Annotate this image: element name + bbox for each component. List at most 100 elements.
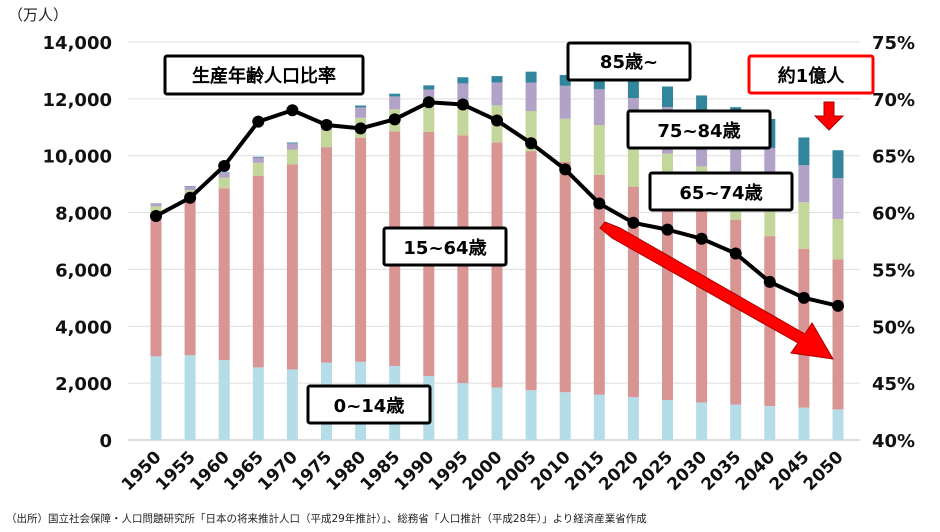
label-75: 75~84歳 [628, 111, 770, 148]
ratio-point [832, 300, 844, 312]
x-tick-label: 2050 [800, 447, 848, 495]
y2-tick-label: 65% [872, 147, 915, 168]
bar-segment [526, 72, 537, 83]
svg-text:65~74歳: 65~74歳 [679, 183, 762, 204]
y2-tick-label: 45% [872, 374, 915, 395]
bar-segment [730, 405, 741, 440]
bar-segment [287, 164, 298, 369]
bar-segment [185, 200, 196, 356]
bar-segment [423, 85, 434, 89]
label-85: 85歳~ [568, 43, 690, 80]
bar-segment [457, 383, 468, 440]
ratio-point [252, 116, 264, 128]
ratio-point [696, 233, 708, 245]
ratio-point [559, 163, 571, 175]
y2-tick-label: 55% [872, 260, 915, 281]
ratio-point [491, 114, 503, 126]
bar-segment [253, 163, 264, 176]
ratio-point [457, 99, 469, 111]
ratio-point [525, 137, 537, 149]
bar-segment [219, 360, 230, 440]
y-tick-label: 4,000 [55, 317, 112, 338]
source-note: （出所）国立社会保障・人口問題研究所「日本の将来推計人口（平成29年推計）」、総… [6, 512, 647, 525]
y-tick-label: 10,000 [43, 147, 112, 168]
down-arrow-icon [815, 102, 843, 130]
ratio-point [286, 104, 298, 116]
bar-segment [355, 138, 366, 362]
ratio-point [627, 217, 639, 229]
bar-segment [457, 77, 468, 83]
bar-segment [253, 157, 264, 158]
bar-segment [492, 76, 503, 82]
label-total: 約1億人 [749, 56, 873, 93]
bar-segment [526, 390, 537, 440]
ratio-point [730, 248, 742, 260]
y2-tick-label: 60% [872, 204, 915, 225]
bar-segment [321, 147, 332, 363]
bar-segment [185, 186, 196, 190]
label-ratio: 生産年齢人口比率 [165, 56, 363, 94]
bar-segment [628, 397, 639, 440]
bar-segment [833, 409, 844, 440]
bar-segment [287, 143, 298, 149]
ratio-point [764, 276, 776, 288]
bar-segment [355, 106, 366, 108]
ratio-point [593, 197, 605, 209]
bar-segment [560, 162, 571, 392]
bar-segment [560, 392, 571, 440]
ratio-point [798, 292, 810, 304]
bar-segment [389, 96, 400, 109]
svg-text:0~14歳: 0~14歳 [334, 396, 405, 417]
bar-segment [526, 151, 537, 390]
bar-segment [151, 215, 162, 356]
y-tick-label: 8,000 [55, 204, 112, 225]
ratio-point [423, 96, 435, 108]
bar-segment [423, 107, 434, 132]
bar-segment [492, 387, 503, 440]
bar-segment [798, 137, 809, 165]
bar-segment [219, 172, 230, 173]
label-0: 0~14歳 [308, 386, 430, 423]
bar-segment [355, 107, 366, 117]
y2-tick-label: 50% [872, 317, 915, 338]
bar-segment [764, 406, 775, 440]
bar-segment [253, 367, 264, 440]
ratio-point [150, 210, 162, 222]
ratio-point [355, 122, 367, 134]
unit-label: （万人） [8, 6, 68, 24]
bar-segment [696, 402, 707, 440]
bar-segment [833, 150, 844, 178]
bar-segment [662, 400, 673, 440]
y2-tick-label: 40% [872, 431, 915, 452]
bar-segment [492, 82, 503, 105]
ratio-point [184, 192, 196, 204]
bar-segment [628, 81, 639, 98]
y-tick-label: 12,000 [43, 90, 112, 111]
label-15: 15~64歳 [384, 228, 506, 265]
svg-text:15~64歳: 15~64歳 [403, 238, 486, 259]
bar-segment [185, 355, 196, 440]
y2-tick-label: 70% [872, 90, 915, 111]
bar-segment [253, 176, 264, 368]
bar-segment [287, 150, 298, 165]
label-65: 65~74歳 [650, 173, 792, 210]
svg-text:生産年齢人口比率: 生産年齢人口比率 [192, 65, 336, 87]
y-tick-label: 14,000 [43, 33, 112, 54]
bar-segment [560, 119, 571, 162]
bar-segment [287, 369, 298, 440]
bar-segment [833, 219, 844, 259]
svg-text:約1億人: 約1億人 [778, 65, 846, 87]
bar-segment [594, 89, 605, 125]
bar-segment [798, 249, 809, 408]
ratio-point [321, 119, 333, 131]
bar-segment [594, 125, 605, 175]
bar-segment [833, 178, 844, 219]
bar-segment [219, 178, 230, 189]
bar-segment [662, 87, 673, 107]
svg-text:75~84歳: 75~84歳 [657, 121, 740, 142]
bar-segment [833, 259, 844, 409]
y2-tick-label: 75% [872, 33, 915, 54]
bar-segment [798, 408, 809, 440]
bar-segment [389, 94, 400, 97]
